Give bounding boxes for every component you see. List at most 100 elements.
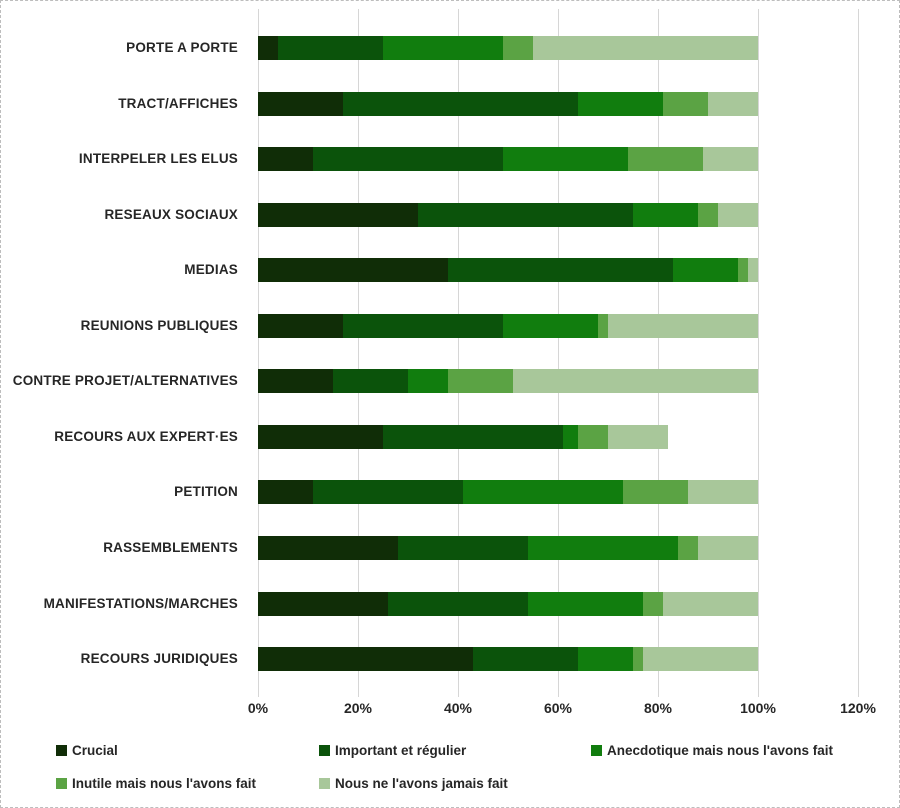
bar-segment — [678, 535, 698, 560]
bar-segment — [503, 36, 533, 60]
gridline — [258, 9, 259, 697]
bar-segment — [748, 258, 758, 283]
bar-segment — [333, 369, 408, 394]
legend-item: Important et régulier — [319, 742, 466, 758]
bar-segment — [258, 202, 418, 227]
legend-item: Anecdotique mais nous l'avons fait — [591, 742, 833, 758]
category-label: RESEAUX SOCIAUX — [104, 206, 238, 222]
bar-segment — [608, 313, 758, 338]
bar-segment — [258, 480, 313, 505]
bar-segment — [503, 313, 598, 338]
bar-segment — [383, 424, 563, 449]
category-label: MEDIAS — [184, 262, 238, 278]
bar-segment — [623, 480, 688, 505]
x-tick-label: 40% — [443, 700, 473, 716]
bar-segment — [563, 424, 578, 449]
stacked-bar — [258, 535, 758, 560]
bar-segment — [383, 36, 503, 60]
gridline — [558, 9, 559, 697]
category-label: RASSEMBLEMENTS — [103, 539, 238, 555]
stacked-bar — [258, 480, 758, 505]
gridline — [658, 9, 659, 697]
bar-segment — [643, 647, 758, 672]
bar-segment — [313, 480, 463, 505]
gridline — [858, 9, 859, 697]
category-label: MANIFESTATIONS/MARCHES — [43, 595, 238, 611]
bar-segment — [258, 258, 448, 283]
category-label: PORTE A PORTE — [126, 40, 238, 55]
stacked-bar — [258, 91, 758, 116]
stacked-bar — [258, 258, 758, 283]
bar-segment — [258, 91, 343, 116]
stacked-bar — [258, 369, 758, 394]
category-label: PETITION — [174, 484, 238, 500]
legend-item: Crucial — [56, 742, 118, 758]
legend-label: Nous ne l'avons jamais fait — [335, 775, 508, 791]
bar-segment — [343, 313, 503, 338]
bar-segment — [528, 591, 643, 616]
bar-segment — [503, 147, 628, 172]
gridline — [758, 9, 759, 697]
category-label: CONTRE PROJET/ALTERNATIVES — [12, 373, 238, 389]
bar-segment — [528, 535, 678, 560]
bar-segment — [738, 258, 748, 283]
bar-segment — [258, 147, 313, 172]
bar-segment — [703, 147, 758, 172]
bar-segment — [698, 202, 718, 227]
bar-segment — [628, 147, 703, 172]
bar-segment — [258, 36, 278, 60]
legend-label: Inutile mais nous l'avons fait — [72, 775, 256, 791]
category-label: RECOURS JURIDIQUES — [80, 651, 238, 667]
bar-segment — [673, 258, 738, 283]
legend-swatch-icon — [591, 744, 602, 756]
bar-segment — [708, 91, 758, 116]
bar-segment — [448, 369, 513, 394]
bar-segment — [608, 424, 668, 449]
category-label: TRACT/AFFICHES — [118, 95, 238, 111]
legend-swatch-icon — [319, 777, 330, 789]
bar-segment — [578, 647, 633, 672]
bar-segment — [718, 202, 758, 227]
stacked-bar — [258, 424, 668, 449]
bar-segment — [258, 591, 388, 616]
x-tick-label: 80% — [643, 700, 673, 716]
x-tick-label: 0% — [247, 700, 269, 716]
bar-segment — [258, 313, 343, 338]
legend-label: Crucial — [72, 742, 118, 758]
bar-segment — [448, 258, 673, 283]
bar-segment — [343, 91, 578, 116]
x-tick-label: 60% — [543, 700, 573, 716]
plot-area — [258, 9, 859, 697]
legend-swatch-icon — [319, 744, 330, 756]
legend-label: Important et régulier — [335, 742, 467, 758]
category-label: REUNIONS PUBLIQUES — [80, 317, 238, 333]
category-label: INTERPELER LES ELUS — [78, 151, 238, 167]
bar-segment — [388, 591, 528, 616]
bar-segment — [598, 313, 608, 338]
legend-swatch-icon — [56, 744, 67, 756]
bar-segment — [513, 369, 758, 394]
bar-segment — [418, 202, 633, 227]
bar-segment — [258, 535, 398, 560]
bar-segment — [688, 480, 758, 505]
bar-segment — [663, 591, 758, 616]
bar-segment — [663, 91, 708, 116]
stacked-bar — [258, 147, 758, 172]
bar-segment — [533, 36, 758, 60]
legend-item: Inutile mais nous l'avons fait — [56, 775, 256, 791]
legend-item: Nous ne l'avons jamais fait — [319, 775, 508, 791]
bar-segment — [633, 202, 698, 227]
x-tick-label: 20% — [343, 700, 373, 716]
category-label: RECOURS AUX EXPERT·ES — [54, 428, 238, 444]
bar-segment — [258, 369, 333, 394]
bar-segment — [643, 591, 663, 616]
bar-segment — [578, 91, 663, 116]
bar-segment — [473, 647, 578, 672]
bar-segment — [463, 480, 623, 505]
bar-segment — [258, 647, 473, 672]
stacked-bar — [258, 202, 758, 227]
x-tick-label: 120% — [840, 700, 876, 716]
bar-segment — [578, 424, 608, 449]
legend-label: Anecdotique mais nous l'avons fait — [607, 742, 833, 758]
